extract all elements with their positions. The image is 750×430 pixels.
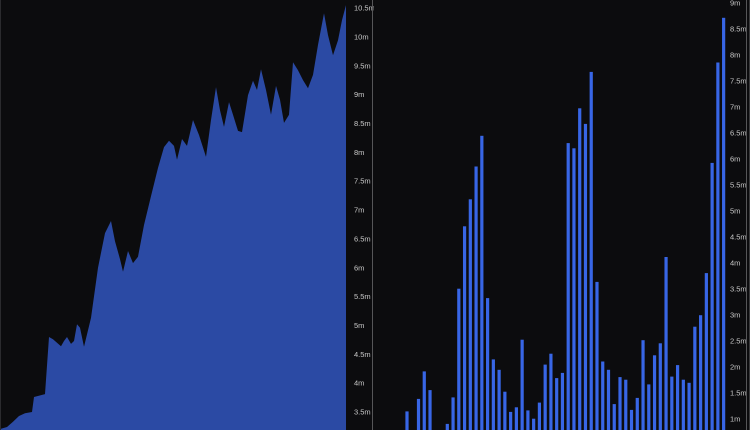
y-tick-label: 10.5m	[354, 4, 374, 13]
bar[interactable]	[537, 402, 542, 430]
bar[interactable]	[457, 288, 461, 430]
y-tick-label: 6.5m	[730, 128, 747, 137]
bar[interactable]	[405, 411, 409, 430]
bar[interactable]	[514, 407, 518, 430]
bar[interactable]	[670, 376, 674, 430]
bar[interactable]	[675, 365, 680, 430]
y-tick-label: 8.5m	[730, 24, 747, 33]
area-chart-canvas[interactable]: 10.5m 10m 9.5m 9m 8.5m 8m 7.5m 7m 6.5m 6m 5.5m 5m 4.…	[1, 0, 374, 430]
bar[interactable]	[624, 379, 628, 430]
bar[interactable]	[704, 273, 708, 430]
bar[interactable]	[555, 378, 559, 430]
bar[interactable]	[462, 226, 467, 430]
y-tick-label: 7.5m	[730, 76, 747, 85]
y-tick-label: 4m	[730, 258, 740, 267]
bar[interactable]	[532, 418, 536, 430]
bar[interactable]	[497, 369, 501, 430]
bar[interactable]	[451, 397, 455, 430]
y-tick-label: 8m	[730, 50, 740, 59]
right-edge-line	[746, 0, 747, 430]
y-tick-label: 2m	[730, 362, 740, 371]
bar[interactable]	[595, 281, 599, 430]
area-chart-panel[interactable]: 10.5m 10m 9.5m 9m 8.5m 8m 7.5m 7m 6.5m 6m 5.5m 5m 4.…	[0, 0, 374, 430]
bar[interactable]	[699, 315, 703, 430]
bar[interactable]	[509, 411, 513, 430]
bar[interactable]	[710, 162, 714, 430]
y-tick-label: 4.5m	[354, 350, 371, 359]
bar[interactable]	[583, 123, 588, 430]
bar[interactable]	[635, 397, 639, 430]
bar[interactable]	[480, 135, 484, 430]
y-tick-label: 3m	[730, 310, 740, 319]
bar[interactable]	[681, 379, 685, 430]
y-tick-label: 9m	[354, 90, 364, 99]
bar[interactable]	[589, 71, 593, 430]
bar[interactable]	[687, 382, 691, 430]
bar[interactable]	[693, 326, 697, 430]
bar[interactable]	[422, 371, 426, 430]
bar[interactable]	[578, 108, 582, 430]
bar[interactable]	[520, 339, 524, 430]
bar[interactable]	[566, 143, 570, 430]
bar[interactable]	[716, 62, 720, 430]
bar[interactable]	[606, 369, 611, 430]
y-tick-label: 7m	[354, 206, 364, 215]
y-tick-label: 1m	[730, 414, 740, 423]
y-tick-label: 6.5m	[354, 234, 371, 243]
y-tick-label: 6m	[354, 263, 364, 272]
bar[interactable]	[618, 377, 622, 430]
bar[interactable]	[491, 359, 495, 430]
bar[interactable]	[543, 364, 547, 430]
bar[interactable]	[572, 148, 576, 430]
y-tick-label: 9.5m	[354, 61, 371, 70]
bar[interactable]	[503, 391, 507, 430]
y-tick-label: 2.5m	[730, 336, 747, 345]
y-tick-label: 4m	[354, 379, 364, 388]
y-tick-label: 5m	[730, 206, 740, 215]
y-tick-label: 10m	[354, 32, 369, 41]
panel-divider-left-line	[372, 0, 373, 430]
bar[interactable]	[560, 372, 565, 430]
bar[interactable]	[601, 361, 605, 430]
y-tick-label: 5.5m	[354, 292, 371, 301]
bar[interactable]	[722, 17, 726, 430]
y-tick-label: 7m	[730, 102, 740, 111]
y-tick-label: 8m	[354, 148, 364, 157]
y-tick-label: 5m	[354, 321, 364, 330]
y-tick-label: 3.5m	[730, 284, 747, 293]
bar[interactable]	[428, 390, 432, 430]
bar[interactable]	[647, 384, 651, 430]
y-tick-label: 7.5m	[354, 177, 371, 186]
bar[interactable]	[416, 398, 421, 430]
bar[interactable]	[526, 410, 530, 430]
bar[interactable]	[658, 343, 662, 430]
bar[interactable]	[652, 355, 657, 430]
bar[interactable]	[474, 166, 478, 430]
bar[interactable]	[641, 340, 645, 430]
y-tick-label: 6m	[730, 154, 740, 163]
y-tick-label: 3.5m	[354, 408, 371, 417]
y-tick-label: 4.5m	[730, 232, 747, 241]
area-series[interactable]	[1, 5, 346, 430]
y-tick-label: 8.5m	[354, 119, 371, 128]
bar[interactable]	[445, 423, 449, 430]
y-tick-label: 1.5m	[730, 388, 747, 397]
bar[interactable]	[549, 353, 553, 430]
bar[interactable]	[486, 298, 490, 430]
y-tick-label: 9m	[730, 0, 740, 7]
bar[interactable]	[612, 404, 616, 430]
bar[interactable]	[629, 409, 634, 430]
bar-chart-canvas[interactable]: 9m 8.5m 8m 7.5m 7m 6.5m 6m 5.5m 5m 4.5m 4m 3.5m 3m 2.…	[376, 0, 750, 430]
bar[interactable]	[468, 199, 472, 430]
y-tick-label: 5.5m	[730, 180, 747, 189]
bar[interactable]	[664, 257, 668, 430]
bar-chart-panel[interactable]: 9m 8.5m 8m 7.5m 7m 6.5m 6m 5.5m 5m 4.5m 4m 3.5m 3m 2.…	[376, 0, 750, 430]
